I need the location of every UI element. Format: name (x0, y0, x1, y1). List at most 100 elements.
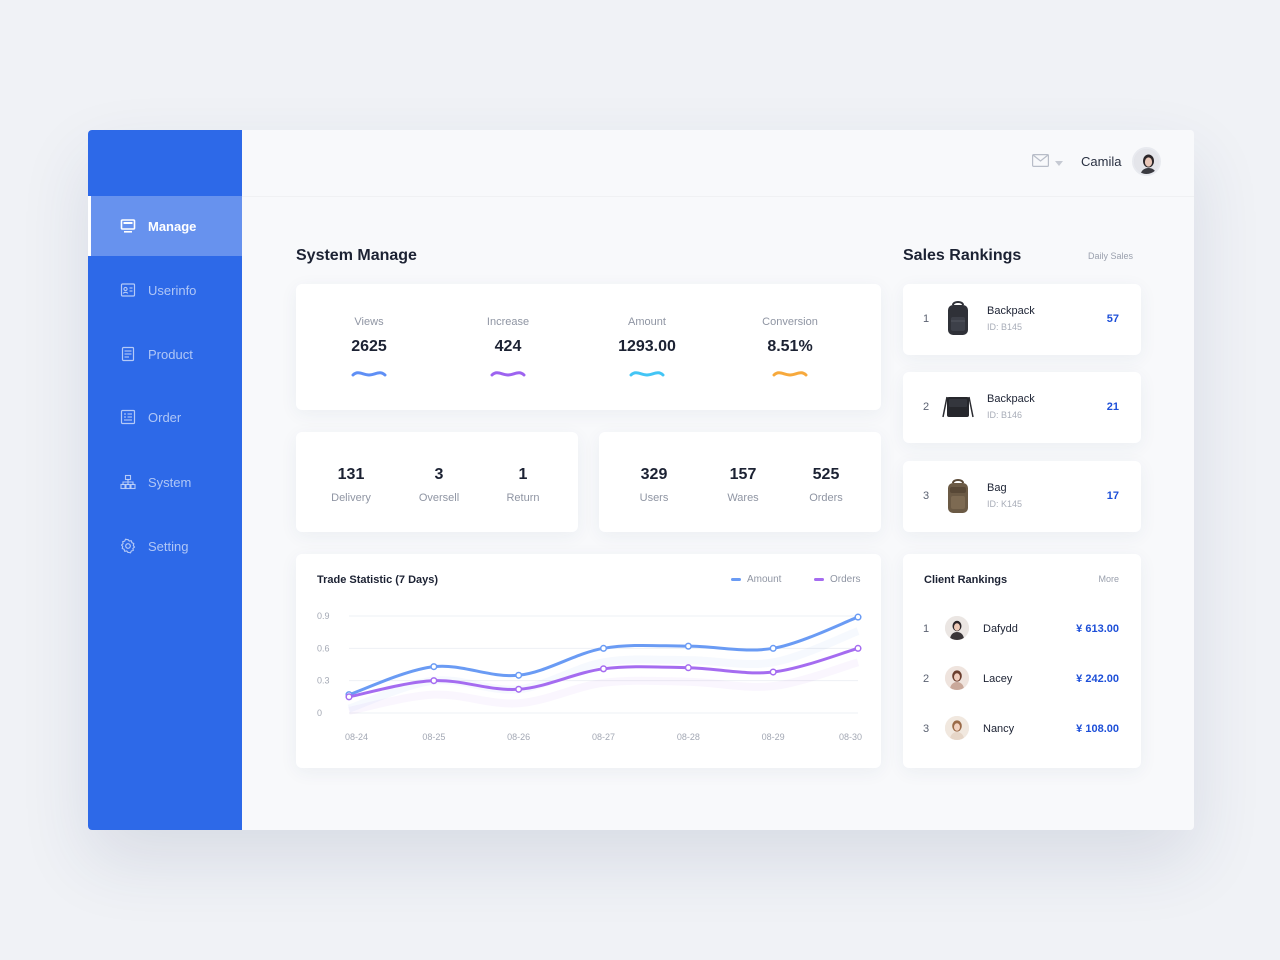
top-bar: Camila (242, 130, 1194, 196)
stat-value: 157 (729, 466, 757, 483)
y-tick-label: 0.9 (317, 611, 330, 621)
kpi-value: 8.51% (767, 338, 813, 355)
stat-label: Oversell (418, 492, 460, 504)
client-name: Lacey (983, 673, 1013, 685)
document-icon (120, 346, 136, 362)
data-point-orders (769, 668, 777, 676)
rank-number: 1 (923, 313, 930, 325)
stat-value: 329 (640, 466, 668, 483)
app-window: Manage Userinfo Product Order System (88, 130, 1194, 830)
client-row[interactable]: 1 Dafydd ¥ 613.00 (903, 614, 1141, 644)
avatar (945, 716, 969, 740)
kpi-conversion: Conversion 8.51% (735, 316, 845, 384)
sidebar-item-manage[interactable]: Manage (88, 196, 242, 256)
stat-label: Orders (809, 492, 843, 504)
kpi-amount: Amount 1293.00 (592, 316, 702, 384)
stat-orders: 525 Orders (786, 466, 866, 504)
data-point-orders (599, 665, 608, 673)
hierarchy-icon (120, 474, 136, 490)
client-name: Nancy (983, 723, 1015, 735)
system-manage-title: System Manage (296, 247, 417, 264)
sidebar-item-userinfo[interactable]: Userinfo (88, 260, 242, 320)
sidebar: Manage Userinfo Product Order System (88, 130, 242, 830)
user-name: Camila (1081, 154, 1122, 169)
stat-value: 131 (337, 466, 365, 483)
x-tick-label: 08-27 (592, 732, 615, 742)
product-name: Backpack (987, 393, 1035, 405)
product-name: Bag (987, 482, 1007, 494)
legend-label: Amount (747, 574, 782, 585)
sidebar-item-label: Manage (148, 218, 197, 234)
avatar (945, 666, 969, 690)
sidebar-item-setting[interactable]: Setting (88, 516, 242, 576)
mail-button[interactable] (1032, 154, 1063, 172)
id-card-icon (120, 282, 136, 298)
sidebar-item-label: Setting (148, 538, 189, 554)
sidebar-item-label: Product (148, 346, 193, 362)
x-tick-label: 08-26 (507, 732, 530, 742)
kpi-value: 424 (494, 338, 522, 355)
stat-label: Delivery (331, 492, 371, 504)
sales-rankings-title: Sales Rankings (903, 247, 1022, 264)
product-name: Backpack (987, 305, 1035, 317)
client-row[interactable]: 3 Nancy ¥ 108.00 (903, 714, 1141, 744)
series-shadow-orders (348, 658, 860, 715)
kpi-label: Conversion (762, 316, 818, 328)
client-rankings-title: Client Rankings (924, 574, 1008, 586)
x-tick-label: 08-29 (762, 732, 785, 742)
legend-swatch (731, 578, 741, 581)
trade-chart: 0.9 0.6 0.3 0 08-24 08-25 08-26 08-27 08-28 08-29… (317, 611, 862, 742)
stat-wares: 157 Wares (703, 466, 783, 504)
client-row[interactable]: 2 Lacey ¥ 242.00 (903, 664, 1141, 694)
stat-value: 525 (812, 466, 840, 483)
data-point-orders (345, 693, 353, 701)
fulfillment-card: 131 Delivery 3 Oversell 1 Return (296, 432, 578, 532)
stat-oversell: 3 Oversell (399, 466, 479, 504)
sales-count: 57 (1106, 313, 1119, 325)
sidebar-item-system[interactable]: System (88, 452, 242, 512)
rank-number: 3 (923, 723, 930, 735)
kpi-value: 1293.00 (618, 338, 676, 355)
sidebar-item-order[interactable]: Order (88, 387, 242, 447)
rank-number: 1 (923, 623, 930, 635)
gear-icon (120, 538, 136, 554)
sales-count: 21 (1106, 401, 1119, 413)
client-name: Dafydd (983, 623, 1018, 635)
more-link[interactable]: More (1098, 574, 1119, 584)
client-rankings-card: Client Rankings More 1 Dafydd ¥ 613.00 2… (903, 554, 1141, 768)
wave-icon (314, 366, 424, 384)
sidebar-item-label: System (148, 474, 192, 490)
legend-orders[interactable]: Orders (814, 574, 861, 585)
avatar[interactable] (1132, 147, 1161, 176)
legend-label: Orders (830, 574, 861, 585)
data-point-amount (599, 644, 608, 652)
kpi-card: Views 2625 Increase 424 Amount 1293.00 C… (296, 284, 881, 410)
x-tick-label: 08-28 (677, 732, 700, 742)
sales-count: 17 (1106, 490, 1119, 502)
data-point-orders (854, 644, 862, 652)
bag-icon (941, 476, 975, 516)
kpi-views: Views 2625 (314, 316, 424, 384)
legend-amount[interactable]: Amount (731, 574, 781, 585)
data-point-orders (430, 677, 438, 685)
sales-rank-item[interactable]: 1 Backpack ID: B145 57 (903, 284, 1141, 355)
chart-title: Trade Statistic (7 Days) (317, 574, 439, 586)
sales-rank-item[interactable]: 3 Bag ID: K145 17 (903, 461, 1141, 532)
messenger-bag-icon (941, 387, 975, 427)
sidebar-item-product[interactable]: Product (88, 324, 242, 384)
product-id: ID: K145 (987, 499, 1023, 509)
product-id: ID: B146 (987, 410, 1023, 420)
trade-chart-card: Trade Statistic (7 Days) Amount Orders 0… (296, 554, 881, 768)
x-tick-label: 08-25 (422, 732, 445, 742)
x-tick-label: 08-30 (839, 732, 862, 742)
stat-value: 1 (518, 466, 528, 483)
daily-sales-filter[interactable]: Daily Sales (1088, 251, 1134, 261)
rank-number: 3 (923, 490, 930, 502)
sales-rank-item[interactable]: 2 Backpack ID: B146 21 (903, 372, 1141, 443)
kpi-label: Views (354, 316, 384, 328)
x-tick-label: 08-24 (345, 732, 368, 742)
data-point-amount (430, 663, 438, 671)
wave-icon (592, 366, 702, 384)
avatar (945, 616, 969, 640)
stat-label: Wares (727, 492, 759, 504)
